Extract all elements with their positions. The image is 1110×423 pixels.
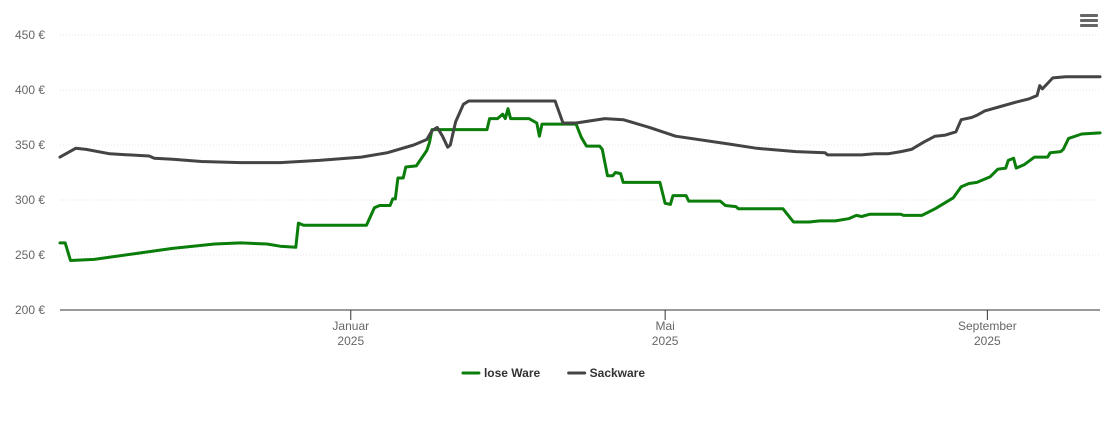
y-tick-label: 250 € xyxy=(15,248,45,262)
y-tick-label: 350 € xyxy=(15,138,45,152)
series-line-lose-ware[interactable] xyxy=(58,107,1102,262)
x-tick-label-year: 2025 xyxy=(974,334,1001,348)
series-line-sackware[interactable] xyxy=(58,75,1102,165)
legend: lose Ware Sackware xyxy=(461,366,646,380)
x-tick-label-month: Mai xyxy=(655,319,674,333)
x-tick-label-year: 2025 xyxy=(337,334,364,348)
grid-lines xyxy=(60,34,1100,256)
legend-label: Sackware xyxy=(590,366,646,380)
y-tick-label: 200 € xyxy=(15,303,45,317)
series-lines xyxy=(58,75,1102,262)
y-axis-labels: 200 € 250 € 300 € 350 € 400 € 450 € xyxy=(15,28,45,317)
y-tick-label: 450 € xyxy=(15,28,45,42)
x-tick-label-month: September xyxy=(958,319,1017,333)
legend-item[interactable]: Sackware xyxy=(567,366,646,380)
legend-label: lose Ware xyxy=(484,366,541,380)
x-tick-label-year: 2025 xyxy=(652,334,679,348)
y-tick-label: 300 € xyxy=(15,193,45,207)
legend-item[interactable]: lose Ware xyxy=(461,366,541,380)
x-tick-label-month: Januar xyxy=(332,319,369,333)
y-tick-label: 400 € xyxy=(15,83,45,97)
hamburger-menu-icon[interactable] xyxy=(1078,12,1100,32)
